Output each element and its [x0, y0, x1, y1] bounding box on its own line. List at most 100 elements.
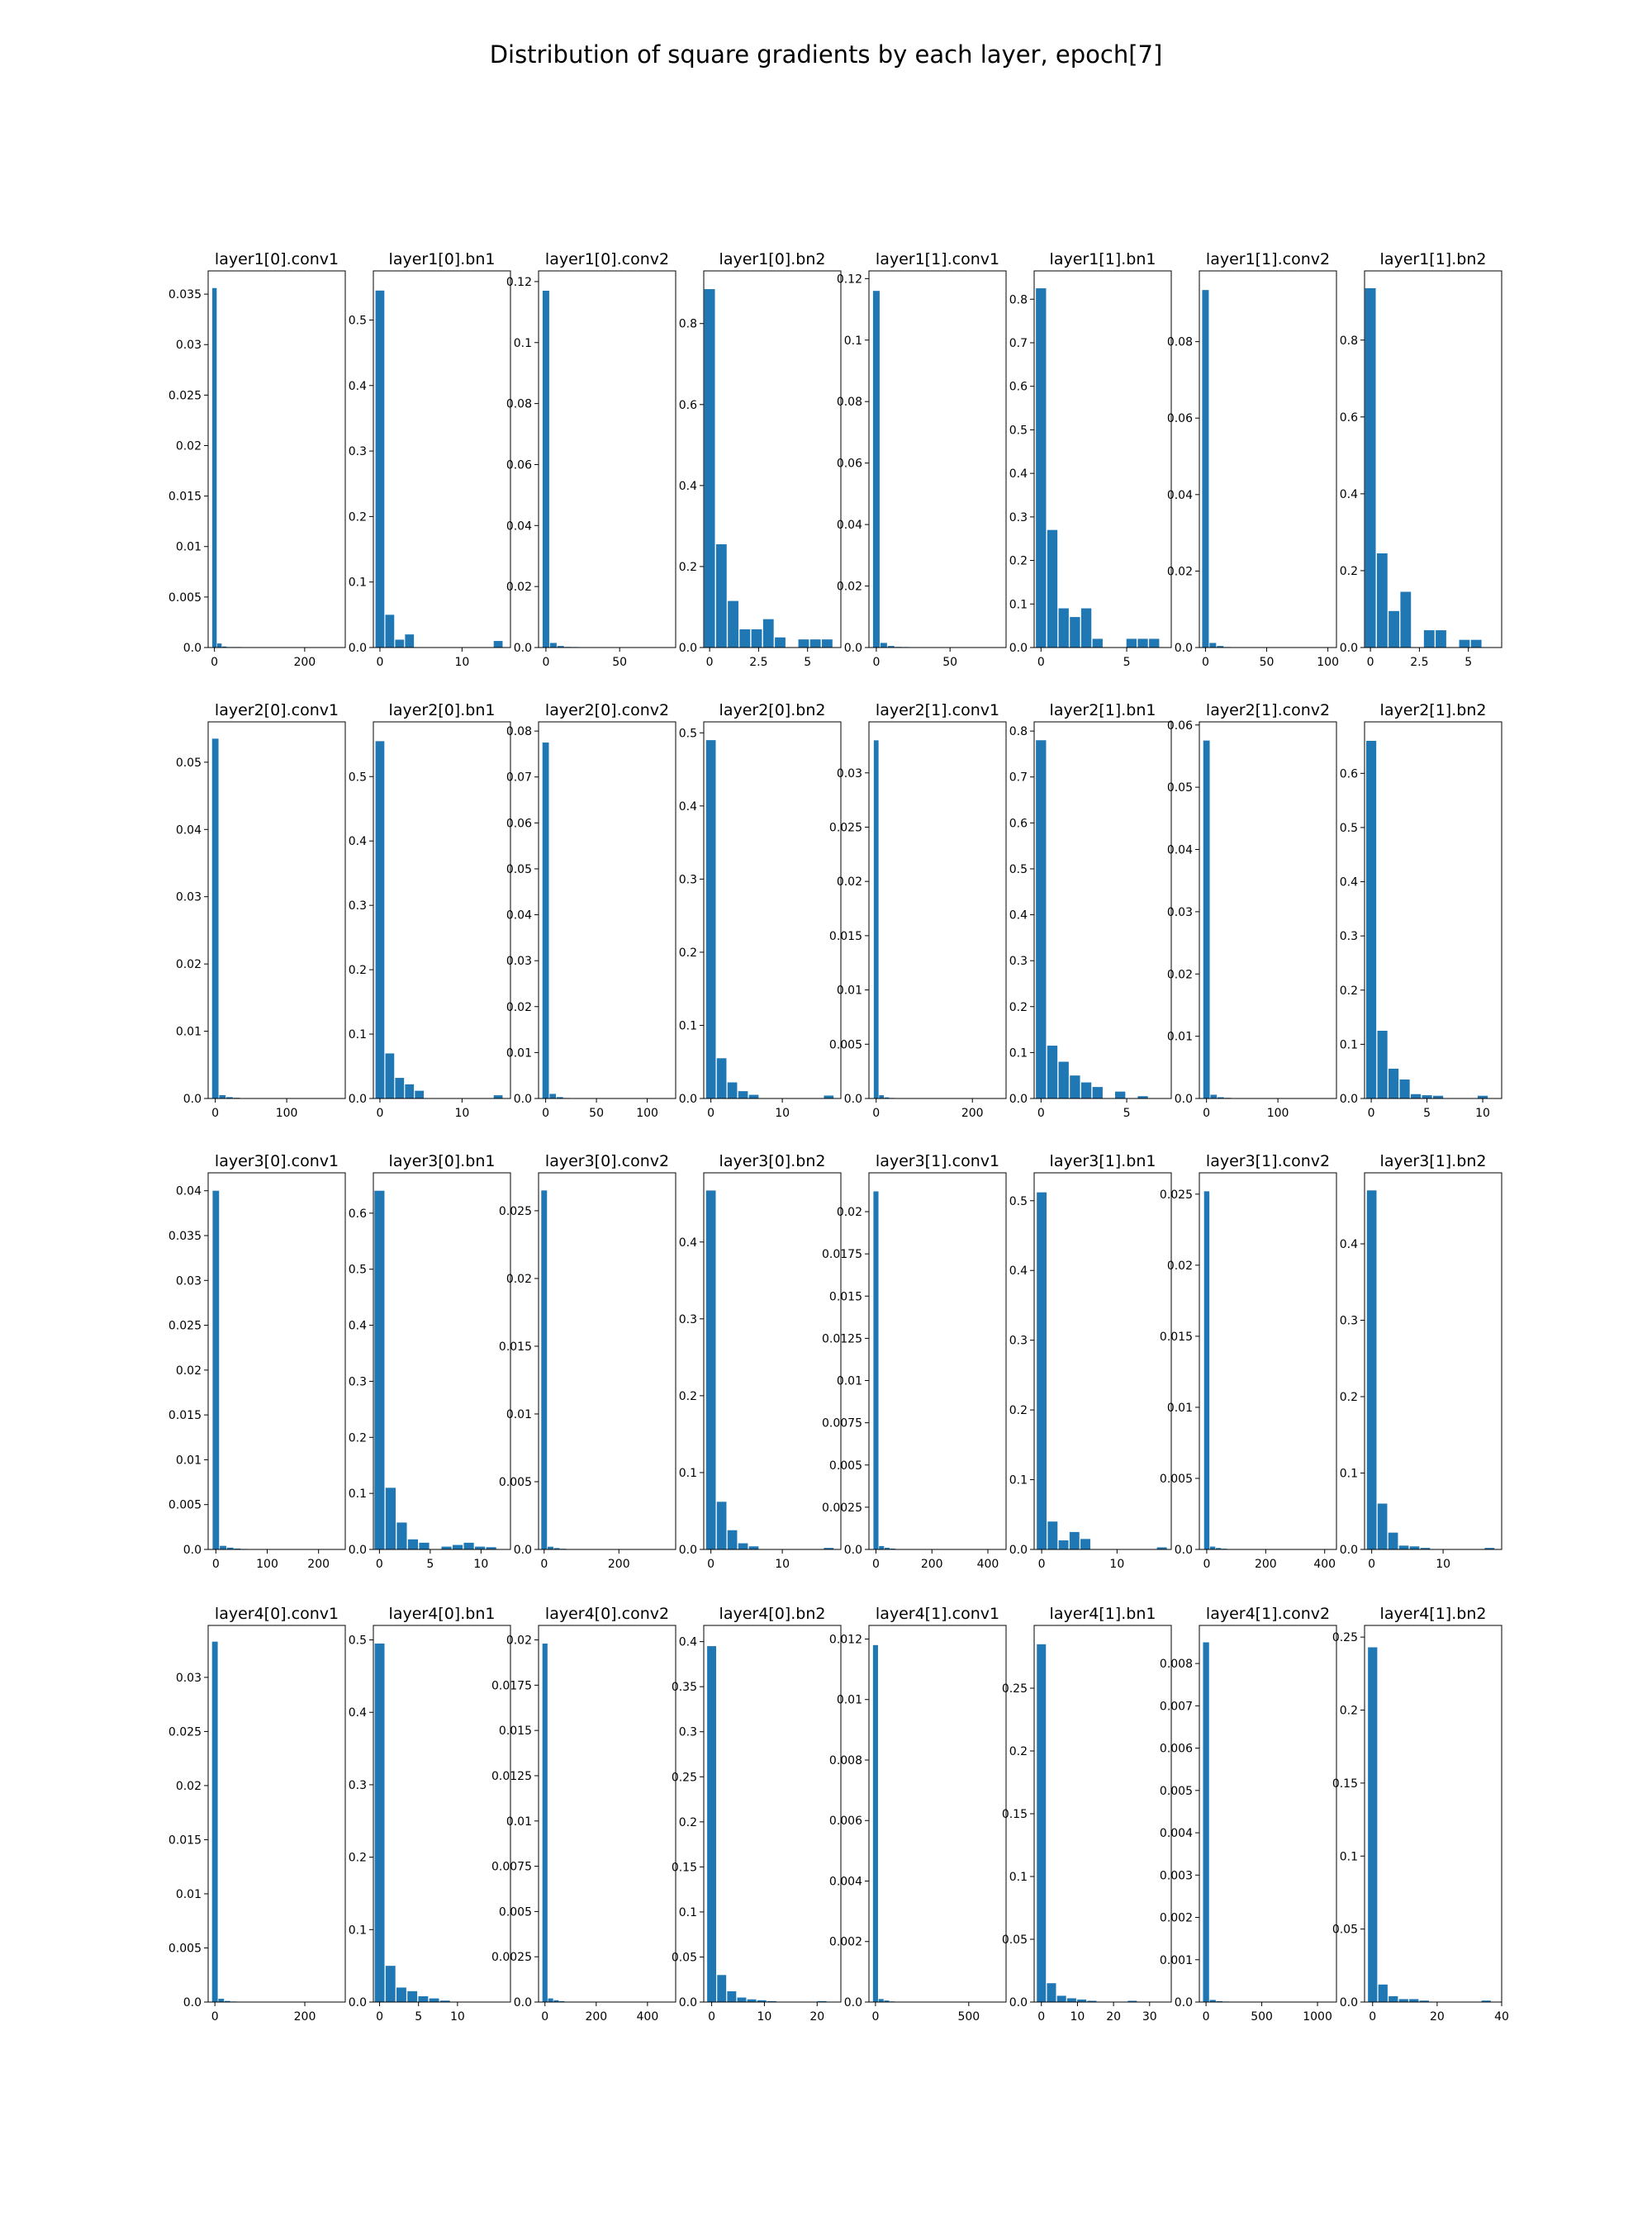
subplot-title: layer2[1].conv1	[876, 701, 999, 719]
y-tick-label: 0.5	[1009, 1195, 1028, 1208]
y-tick-label: 0.02	[1167, 565, 1193, 578]
subplot-28: layer4[0].bn2 0.0 0.05 0.1 0.15 0.2 0.25 0.3 0.3…	[672, 1605, 842, 2024]
y-tick-label: 0.015	[499, 1340, 532, 1354]
subplot-title: layer4[0].conv1	[215, 1605, 339, 1623]
y-tick-label: 0.1	[679, 1019, 697, 1032]
bar	[224, 2000, 230, 2002]
y-tick-label: 0.8	[1009, 293, 1028, 306]
y-tick-label: 0.03	[1167, 906, 1193, 919]
y-tick-label: 0.0075	[822, 1417, 862, 1431]
x-tick-label: 0	[1368, 1558, 1375, 1571]
y-tick-label: 0.04	[1167, 844, 1193, 857]
y-tick-label: 0.8	[1340, 334, 1358, 348]
axes-frame	[373, 721, 511, 1099]
axes-frame	[1199, 1625, 1337, 2003]
x-tick-label: 200	[294, 2010, 316, 2024]
subplot-10: layer2[0].bn1 0.0 0.1 0.2 0.3 0.4 0.5 0 10	[349, 701, 511, 1120]
bar	[211, 287, 217, 648]
y-tick-label: 0.01	[506, 1815, 532, 1829]
bar	[1087, 2000, 1097, 2002]
y-tick-label: 0.015	[1160, 1331, 1193, 1344]
bar	[407, 1539, 419, 1549]
y-tick-label: 0.005	[829, 1038, 862, 1051]
subplot-title: layer2[0].conv2	[545, 701, 669, 719]
y-tick-label: 0.025	[499, 1205, 532, 1218]
bar	[1210, 1094, 1218, 1098]
bar	[1203, 1191, 1210, 1549]
x-tick-label: 0	[1369, 2010, 1376, 2024]
axes-frame	[538, 721, 676, 1099]
axes-frame	[1199, 1172, 1337, 1550]
bar	[216, 643, 222, 648]
y-tick-label: 0.0025	[822, 1502, 862, 1515]
subplot-7: layer1[1].conv2 0.0 0.02 0.04 0.06 0.08 0 50 100	[1167, 250, 1339, 669]
y-tick-label: 0.06	[506, 817, 532, 830]
y-tick-label: 0.025	[1160, 1189, 1193, 1202]
bar	[728, 600, 738, 648]
bar	[757, 2000, 767, 2002]
bar	[824, 1095, 834, 1098]
bar	[1058, 1540, 1069, 1549]
y-tick-label: 0.6	[1009, 381, 1028, 394]
bar	[548, 1546, 553, 1549]
x-tick-label: 100	[1267, 1107, 1289, 1120]
x-tick-label: 0	[1202, 656, 1209, 669]
subplot-title: layer3[1].conv2	[1206, 1152, 1330, 1170]
y-tick-label: 0.0	[1340, 1093, 1358, 1106]
bar	[879, 1095, 885, 1098]
y-tick-label: 0.0	[514, 642, 532, 655]
bar	[1420, 1548, 1431, 1549]
y-tick-label: 0.005	[1160, 1473, 1193, 1486]
y-tick-label: 0.025	[829, 821, 862, 834]
y-tick-label: 0.0	[1340, 1544, 1358, 1557]
bar	[1409, 1546, 1420, 1549]
axes-frame	[868, 1625, 1007, 2003]
y-tick-label: 0.2	[679, 561, 697, 574]
y-tick-label: 0.05	[1332, 1924, 1358, 1937]
subplot-14: layer2[1].bn1 0.0 0.1 0.2 0.3 0.4 0.5 0.6 0.7 0.8…	[1009, 701, 1172, 1120]
y-tick-label: 0.05	[176, 757, 202, 770]
subplot-4: layer1[0].bn2 0.0 0.2 0.4 0.6 0.8 0 2.5 5	[679, 250, 842, 669]
x-tick-label: 200	[1255, 1558, 1277, 1571]
y-tick-label: 0.0	[349, 1996, 367, 2009]
bar	[1209, 2000, 1216, 2002]
y-tick-label: 0.4	[1009, 1264, 1028, 1278]
bar	[1209, 643, 1217, 648]
bar	[762, 619, 774, 648]
y-tick-label: 0.02	[837, 581, 862, 594]
bar	[385, 1053, 395, 1098]
bar	[748, 1094, 759, 1098]
y-tick-label: 0.1	[1009, 1871, 1028, 1884]
y-tick-label: 0.4	[349, 835, 367, 848]
bar	[1203, 740, 1210, 1098]
subplot-title: layer4[1].bn2	[1380, 1605, 1487, 1623]
x-tick-label: 2.5	[749, 656, 767, 669]
y-tick-label: 0.3	[1340, 1315, 1358, 1328]
y-tick-label: 0.0	[844, 642, 862, 655]
axes-frame	[868, 270, 1007, 648]
y-tick-label: 0.6	[1340, 411, 1358, 425]
y-tick-label: 0.4	[1340, 488, 1358, 501]
bar	[542, 1643, 548, 2002]
y-tick-label: 0.04	[506, 520, 532, 533]
bar	[737, 1997, 747, 2002]
bar	[1127, 2000, 1137, 2002]
subplot-grid: layer1[0].conv10.00.0050.010.0150.020.02…	[169, 250, 1509, 2024]
subplot-12: layer2[0].bn2 0.0 0.1 0.2 0.3 0.4 0.5 0 10	[679, 701, 842, 1120]
subplot-17: layer3[0].conv1 0.0 0.005 0.01 0.015 0.02 0.02…	[169, 1152, 346, 1571]
bar	[407, 1990, 418, 2002]
y-tick-label: 0.02	[506, 1001, 532, 1014]
y-tick-label: 0.1	[1340, 1468, 1358, 1481]
bar	[493, 1095, 503, 1098]
y-tick-label: 0.1	[1009, 1046, 1028, 1060]
bar	[395, 639, 405, 648]
y-tick-label: 0.4	[349, 1320, 367, 1333]
subplot-16: layer2[1].bn2 0.0 0.1 0.2 0.3 0.4 0.5 0.6 0 5 10	[1340, 701, 1502, 1120]
axes-frame	[703, 721, 842, 1099]
bar	[1047, 529, 1058, 648]
y-tick-label: 0.0	[514, 1996, 532, 2009]
y-tick-label: 0.1	[679, 1906, 697, 1919]
y-tick-label: 0.15	[1002, 1808, 1028, 1821]
y-tick-label: 0.12	[506, 276, 532, 289]
y-tick-label: 0.2	[1340, 1391, 1358, 1404]
